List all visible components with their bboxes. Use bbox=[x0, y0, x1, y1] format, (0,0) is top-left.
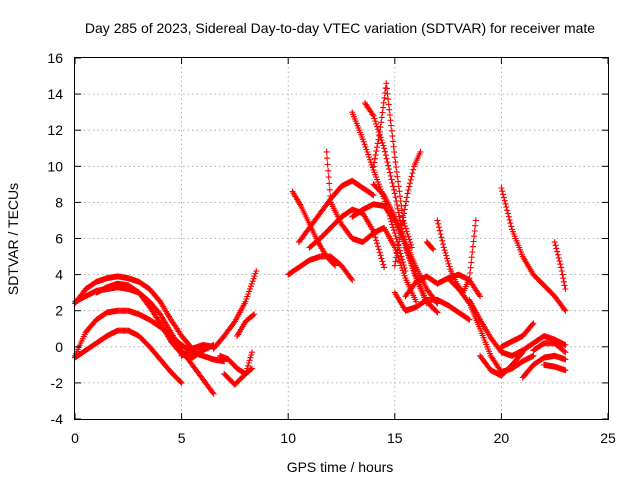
y-tick-label: 8 bbox=[55, 194, 63, 210]
series-track-7 bbox=[210, 268, 260, 352]
series-markers bbox=[285, 253, 356, 283]
y-tick-label: 10 bbox=[47, 158, 63, 174]
series-markers bbox=[498, 185, 569, 314]
y-axis-title: SDTVAR / TECUs bbox=[5, 183, 21, 295]
series-track-33 bbox=[551, 239, 569, 292]
data-layer bbox=[72, 80, 569, 397]
series-markers bbox=[93, 280, 217, 361]
y-tick-label: 4 bbox=[55, 267, 63, 283]
axis-layer: 0 5 10 15 20 25 -4 -2 0 2 4 6 8 10 12 14 16 bbox=[47, 50, 616, 446]
series-track-3 bbox=[72, 307, 228, 365]
y-tick-label: -2 bbox=[51, 375, 64, 391]
series-track-32 bbox=[541, 361, 569, 374]
series-markers bbox=[391, 148, 424, 269]
series-markers bbox=[423, 239, 437, 253]
plot-frame bbox=[74, 57, 609, 420]
series-track-31 bbox=[519, 352, 569, 381]
x-tick-label: 0 bbox=[71, 430, 79, 446]
series-track-24 bbox=[423, 239, 437, 253]
series-track-29 bbox=[498, 185, 569, 314]
x-tick-label: 25 bbox=[600, 430, 616, 446]
series-track-28 bbox=[477, 349, 526, 379]
series-markers bbox=[530, 340, 569, 356]
series-markers bbox=[466, 296, 569, 359]
series-markers bbox=[498, 320, 537, 350]
y-tick-label: -4 bbox=[51, 411, 64, 427]
series-track-30 bbox=[498, 320, 537, 350]
series-markers bbox=[445, 275, 537, 376]
series-track-5 bbox=[93, 280, 217, 361]
x-tick-label: 10 bbox=[280, 430, 296, 446]
y-tick-label: 0 bbox=[55, 339, 63, 355]
chart-title: Day 285 of 2023, Sidereal Day-to-day VTE… bbox=[85, 20, 595, 36]
series-track-22 bbox=[391, 289, 473, 323]
x-tick-label: 5 bbox=[178, 430, 186, 446]
x-axis-title: GPS time / hours bbox=[287, 459, 394, 475]
series-track-19 bbox=[370, 80, 415, 251]
series-track-21 bbox=[391, 148, 424, 269]
series-markers bbox=[551, 239, 569, 292]
series-track-34 bbox=[530, 340, 569, 356]
series-markers bbox=[391, 289, 473, 323]
series-track-26 bbox=[445, 275, 537, 376]
series-markers bbox=[477, 349, 526, 379]
series-markers bbox=[210, 268, 260, 352]
y-tick-label: 12 bbox=[47, 122, 63, 138]
series-markers bbox=[519, 352, 569, 381]
series-track-27 bbox=[466, 296, 569, 359]
series-track-9 bbox=[221, 349, 255, 388]
series-markers bbox=[370, 80, 415, 251]
series-track-6 bbox=[178, 342, 217, 359]
y-tick-label: 6 bbox=[55, 231, 63, 247]
series-markers bbox=[221, 349, 255, 388]
series-markers bbox=[541, 361, 569, 374]
series-track-11 bbox=[285, 253, 356, 283]
series-markers bbox=[72, 307, 228, 365]
y-tick-label: 16 bbox=[47, 50, 63, 66]
y-tick-label: 14 bbox=[47, 86, 63, 102]
series-markers bbox=[178, 342, 217, 359]
x-tick-label: 15 bbox=[387, 430, 403, 446]
x-tick-label: 20 bbox=[494, 430, 510, 446]
series-markers bbox=[234, 311, 258, 339]
series-track-10 bbox=[234, 311, 258, 339]
y-tick-label: 2 bbox=[55, 303, 63, 319]
grid-layer bbox=[75, 58, 608, 419]
